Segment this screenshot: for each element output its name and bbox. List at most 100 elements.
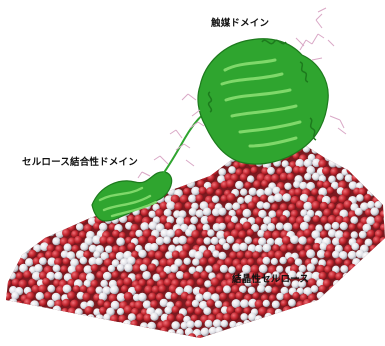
- cellulose-atom: [352, 174, 360, 182]
- cellulose-atom: [116, 237, 125, 246]
- cellulose-atom: [328, 145, 337, 154]
- cellulose-atom: [351, 273, 359, 281]
- cellulose-atom: [195, 168, 203, 176]
- cellulose-atom: [312, 328, 320, 336]
- cellulose-atom: [192, 258, 200, 266]
- cellulose-atom: [347, 166, 356, 175]
- cellulose-atom: [17, 174, 25, 182]
- glycan-stick: [138, 172, 142, 178]
- glycan-stick: [184, 144, 190, 148]
- cellulose-atom: [146, 152, 154, 160]
- cellulose-atom: [188, 152, 197, 161]
- cellulose-atom: [313, 215, 321, 223]
- cellulose-atom: [357, 294, 365, 302]
- cellulose-atom: [0, 271, 7, 279]
- cellulose-atom: [216, 286, 224, 294]
- cellulose-atom: [106, 321, 115, 330]
- cellulose-atom: [231, 312, 240, 321]
- cellulose-atom: [21, 336, 29, 341]
- cellulose-atom: [68, 335, 75, 341]
- cellulose-atom: [311, 285, 319, 293]
- cellulose-atom: [52, 138, 60, 146]
- cellulose-atom: [190, 216, 198, 224]
- cellulose-atom: [150, 243, 158, 251]
- cellulose-atom: [192, 300, 199, 307]
- cellulose-atom: [80, 314, 88, 322]
- cellulose-atom: [221, 320, 229, 328]
- cellulose-atom: [127, 243, 135, 251]
- cellulose-atom: [376, 245, 383, 252]
- cellulose-atom: [364, 153, 372, 161]
- cellulose-atom: [377, 301, 385, 309]
- cellulose-atom: [185, 145, 192, 152]
- cellulose-atom: [44, 210, 52, 218]
- cellulose-atom: [211, 334, 218, 341]
- cellulose-atom: [123, 320, 132, 329]
- cellulose-atom: [135, 285, 143, 293]
- cellulose-atom: [8, 231, 16, 239]
- cellulose-atom: [20, 221, 29, 230]
- cellulose-atom: [56, 215, 63, 222]
- cellulose-atom: [87, 314, 95, 322]
- cellulose-atom: [329, 285, 338, 294]
- cellulose-atom: [359, 231, 367, 239]
- cellulose-atom: [179, 250, 188, 259]
- cellulose-atom: [319, 272, 327, 280]
- cellulose-atom: [298, 236, 307, 245]
- cellulose-atom: [38, 173, 46, 181]
- cellulose-atom: [360, 328, 368, 336]
- cellulose-atom: [235, 292, 243, 300]
- cellulose-atom: [5, 180, 12, 187]
- cellulose-atom: [331, 292, 340, 301]
- cellulose-atom: [251, 167, 258, 174]
- cellulose-atom: [135, 131, 144, 140]
- cellulose-atom: [43, 223, 51, 231]
- glycan-stick: [338, 128, 346, 134]
- cellulose-atom: [137, 145, 144, 152]
- cellulose-atom: [252, 251, 260, 259]
- cellulose-atom: [181, 335, 190, 341]
- cellulose-atom: [29, 334, 37, 341]
- cellulose-atom: [120, 328, 128, 336]
- cellulose-atom: [109, 167, 117, 175]
- cellulose-atom: [208, 145, 217, 154]
- cellulose-atom: [366, 300, 375, 309]
- cellulose-atom: [351, 231, 358, 238]
- cellulose-atom: [211, 277, 220, 286]
- cellulose-atom: [195, 307, 203, 315]
- cellulose-atom: [299, 250, 307, 258]
- cellulose-atom: [238, 230, 246, 238]
- cellulose-atom: [161, 159, 168, 166]
- cellulose-atom: [229, 293, 236, 300]
- cellulose-atom: [189, 208, 197, 216]
- cellulose-atom: [187, 320, 195, 328]
- cellulose-atom: [52, 237, 60, 245]
- cellulose-atom: [356, 320, 364, 328]
- cellulose-atom: [370, 207, 379, 216]
- cellulose-atom: [250, 335, 258, 341]
- cellulose-atom: [243, 209, 252, 218]
- crystalline-cellulose-label: 結晶性セルロース: [232, 271, 309, 285]
- cellulose-atom: [172, 251, 180, 259]
- cellulose-atom: [148, 250, 156, 258]
- cellulose-atom: [120, 145, 129, 154]
- cellulose-atom: [32, 131, 40, 139]
- cellulose-atom: [174, 202, 183, 211]
- cellulose-atom: [280, 215, 287, 222]
- cellulose-atom: [47, 300, 55, 308]
- cellulose-atom: [0, 238, 4, 245]
- cellulose-atom: [348, 279, 355, 286]
- cellulose-atom: [72, 327, 81, 336]
- cellulose-atom: [157, 139, 165, 147]
- cellulose-atom: [240, 188, 247, 195]
- cellulose-atom: [22, 181, 29, 188]
- cellulose-atom: [108, 265, 115, 272]
- cellulose-atom: [272, 287, 280, 295]
- cellulose-atom: [279, 329, 286, 336]
- glycan-stick: [160, 156, 168, 164]
- cellulose-atom: [19, 238, 27, 246]
- cellulose-atom: [194, 320, 202, 328]
- cellulose-atom: [22, 326, 31, 335]
- cellulose-atom: [164, 306, 172, 314]
- cellulose-atom: [330, 321, 339, 330]
